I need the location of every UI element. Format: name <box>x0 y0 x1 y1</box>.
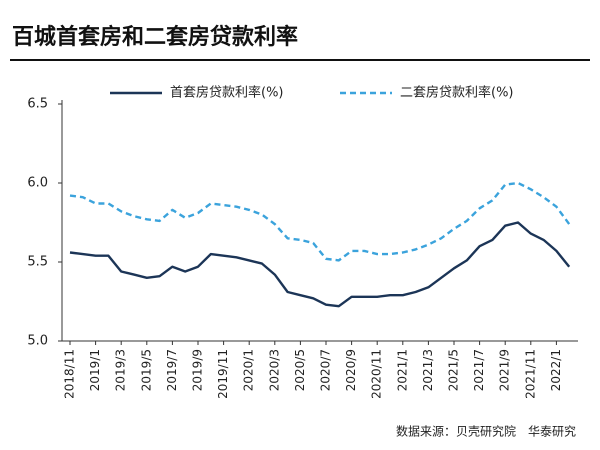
y-tick-label: 5.0 <box>27 334 48 349</box>
y-tick-label: 5.5 <box>27 255 48 270</box>
x-tick-label: 2021/7 <box>472 349 486 391</box>
x-tick-label: 2021/9 <box>498 349 512 391</box>
x-tick-label: 2021/1 <box>395 349 409 391</box>
x-tick-label: 2020/5 <box>293 349 307 391</box>
x-tick-label: 2019/3 <box>114 349 128 391</box>
x-tick-label: 2019/11 <box>216 349 230 399</box>
x-tick-label: 2020/3 <box>267 349 281 391</box>
x-tick-label: 2021/3 <box>421 349 435 391</box>
x-tick-label: 2018/11 <box>63 349 77 399</box>
y-tick-label: 6.0 <box>27 176 48 191</box>
x-tick-label: 2020/1 <box>242 349 256 391</box>
x-tick-label: 2019/9 <box>191 349 205 391</box>
source-note: 数据来源：贝壳研究院 华泰研究 <box>396 424 576 439</box>
x-tick-label: 2021/5 <box>447 349 461 391</box>
x-tick-label: 2020/9 <box>344 349 358 391</box>
legend-label: 二套房贷款利率(%) <box>400 85 514 101</box>
chart-title: 百城首套房和二套房贷款利率 <box>12 24 298 50</box>
legend-label: 首套房贷款利率(%) <box>170 85 284 101</box>
series-line <box>69 181 571 262</box>
x-tick-label: 2021/11 <box>523 349 537 399</box>
x-tick-label: 2019/5 <box>139 349 153 391</box>
x-tick-label: 2020/7 <box>319 349 333 391</box>
x-tick-label: 2020/11 <box>370 349 384 399</box>
series-line <box>69 221 571 308</box>
x-tick-label: 2019/7 <box>165 349 179 391</box>
y-tick-label: 6.5 <box>27 97 48 112</box>
x-tick-label: 2022/1 <box>549 349 563 391</box>
x-tick-label: 2019/1 <box>88 349 102 391</box>
